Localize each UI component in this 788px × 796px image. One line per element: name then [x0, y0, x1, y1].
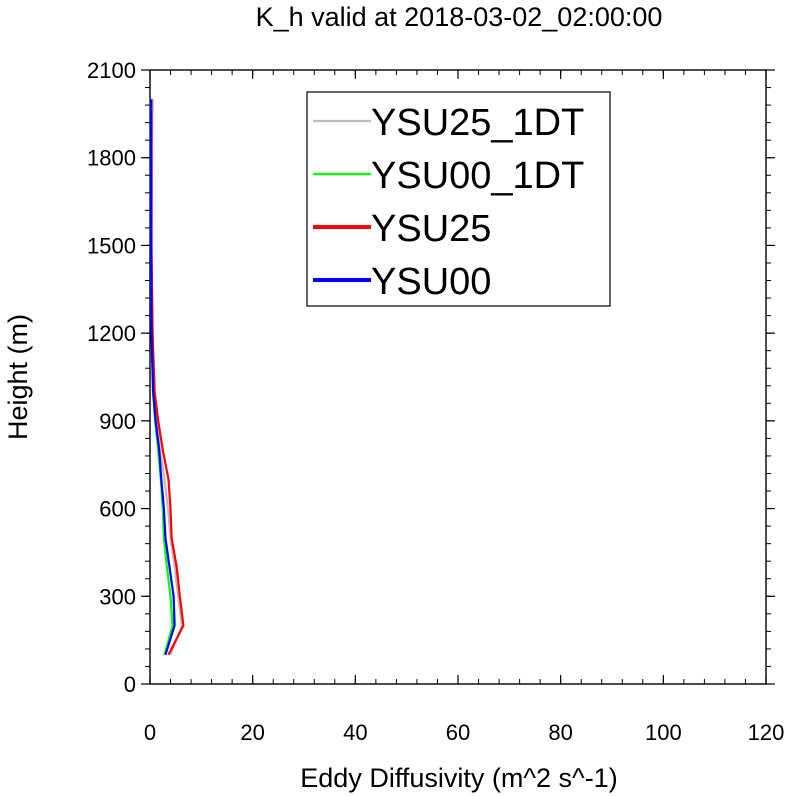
y-tick-label: 0	[124, 672, 136, 697]
y-tick-label: 2100	[87, 58, 136, 83]
legend: YSU25_1DT YSU00_1DT YSU25 YSU00	[306, 91, 611, 307]
series-line-ysu00	[149, 99, 176, 656]
chart-title: K_h valid at 2018-03-02_02:00:00	[256, 2, 663, 32]
legend-label: YSU25	[371, 208, 491, 250]
x-tick-label: 120	[748, 720, 785, 745]
x-axis-label: Eddy Diffusivity (m^2 s^-1)	[300, 763, 617, 793]
y-tick-label: 1800	[87, 146, 136, 171]
legend-label: YSU00	[371, 261, 491, 303]
x-tick-label: 60	[446, 720, 470, 745]
x-tick-label: 100	[645, 720, 682, 745]
y-tick-label: 600	[99, 497, 136, 522]
x-tick-label: 40	[343, 720, 367, 745]
y-tick-label: 900	[99, 409, 136, 434]
series-layer	[149, 99, 185, 656]
legend-label: YSU25_1DT	[371, 102, 584, 144]
x-tick-label: 0	[144, 720, 156, 745]
x-tick-label: 80	[548, 720, 572, 745]
axis-ticks: 0 20 40 60 80 100 1200300600900120015001800210…	[87, 58, 784, 745]
legend-label: YSU00_1DT	[371, 155, 584, 197]
legend-box	[306, 91, 611, 307]
y-tick-label: 1200	[87, 321, 136, 346]
y-tick-label: 1500	[87, 233, 136, 258]
y-axis-label: Height (m)	[3, 314, 33, 440]
y-tick-label: 300	[99, 584, 136, 609]
x-tick-label: 20	[240, 720, 264, 745]
